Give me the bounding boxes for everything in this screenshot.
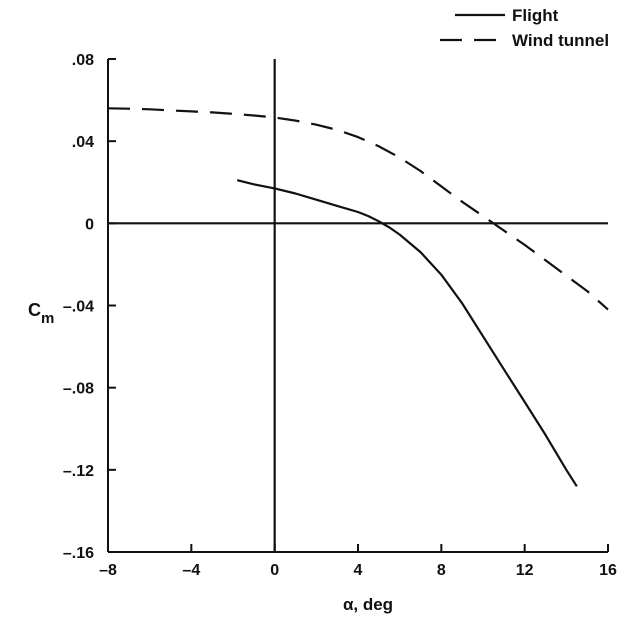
y-axis-title: Cm <box>28 300 54 327</box>
y-axis-title-main: C <box>28 300 41 320</box>
reference-lines <box>108 59 608 552</box>
legend-label-wind-tunnel: Wind tunnel <box>512 31 609 50</box>
y-axis-title-subscript: m <box>41 310 54 327</box>
y-tick-label: –.16 <box>63 545 94 562</box>
y-tick-label: –.08 <box>63 381 94 398</box>
x-tick-label: 4 <box>354 562 363 579</box>
series-line-wind-tunnel <box>107 107 609 311</box>
x-tick-label: 12 <box>516 562 534 579</box>
x-tick-label: 0 <box>270 562 279 579</box>
axis-ticks: –8 –4 0 4 8 12 16 .08 .04 0 –.04 –.08 –.12 –.16 <box>63 52 617 579</box>
y-tick-label: –.04 <box>63 299 94 316</box>
y-tick-label: .04 <box>72 134 94 151</box>
series-lines <box>107 107 609 487</box>
x-axis-title: α, deg <box>343 595 393 614</box>
axes-frame <box>107 59 608 553</box>
y-tick-label: 0 <box>85 216 94 233</box>
series-line-flight <box>236 179 578 487</box>
x-tick-label: 8 <box>437 562 446 579</box>
x-tick-label: –4 <box>182 562 200 579</box>
legend-label-flight: Flight <box>512 6 559 25</box>
x-tick-label: 16 <box>599 562 617 579</box>
y-tick-label: –.12 <box>63 463 94 480</box>
x-tick-label: –8 <box>99 562 117 579</box>
y-tick-label: .08 <box>72 52 94 69</box>
legend: Flight Wind tunnel <box>440 6 609 50</box>
